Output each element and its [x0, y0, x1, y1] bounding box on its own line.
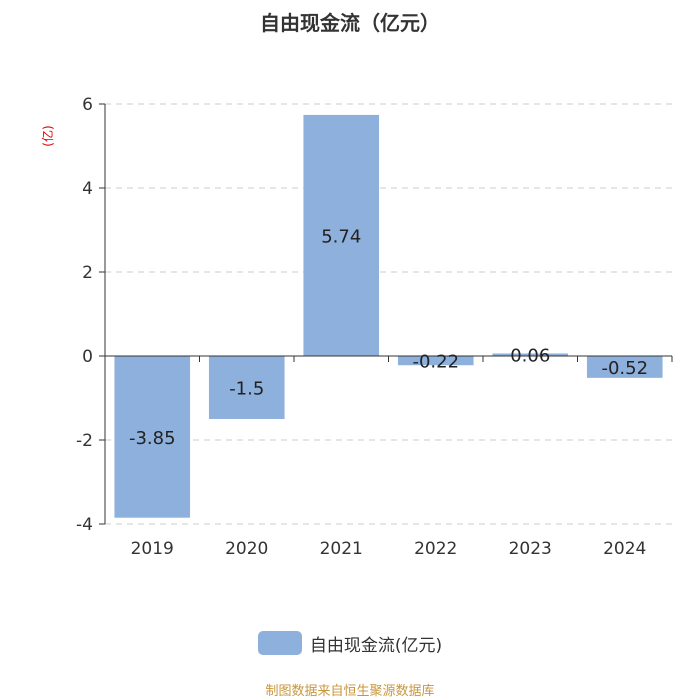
x-tick-label: 2024 — [603, 539, 646, 559]
legend-swatch — [257, 631, 302, 655]
bar — [208, 356, 285, 419]
x-tick-label: 2023 — [509, 539, 552, 559]
y-tick-label: -2 — [76, 431, 93, 451]
grid-lines — [105, 103, 672, 525]
data-label: -1.5 — [229, 379, 264, 400]
bar — [303, 114, 380, 356]
data-label: 5.74 — [321, 226, 361, 247]
x-tick-label: 2021 — [320, 539, 363, 559]
legend: 自由现金流(亿元) — [0, 628, 700, 658]
data-label: -3.85 — [129, 428, 176, 449]
data-label: -0.22 — [412, 352, 459, 373]
bar — [586, 356, 663, 378]
bars — [114, 114, 663, 518]
bar — [114, 356, 191, 518]
legend-label: 自由现金流(亿元) — [309, 635, 443, 656]
y-tick-label: 0 — [82, 347, 93, 367]
axes: -4 -2 0 2 4 6 2019 2020 2021 2022 2023 2024 — [76, 95, 673, 559]
y-tick-label: 4 — [82, 179, 93, 199]
bar — [492, 353, 569, 356]
x-tick-label: 2022 — [414, 539, 457, 559]
bar — [397, 356, 474, 366]
data-label: 0.06 — [510, 346, 550, 367]
data-label: -0.52 — [601, 358, 648, 379]
x-tick-label: 2020 — [225, 539, 268, 559]
data-labels: -3.85 -1.5 5.74 -0.22 0.06 -0.52 — [129, 226, 648, 448]
source-note: 制图数据来自恒生聚源数据库 — [265, 684, 435, 699]
chart-title: 自由现金流（亿元） — [260, 11, 440, 35]
y-tick-label: -4 — [76, 515, 93, 535]
y-tick-label: 2 — [82, 263, 93, 283]
y-tick-label: 6 — [82, 95, 93, 115]
y-axis-label: (亿) — [40, 125, 55, 146]
x-tick-label: 2019 — [131, 539, 174, 559]
